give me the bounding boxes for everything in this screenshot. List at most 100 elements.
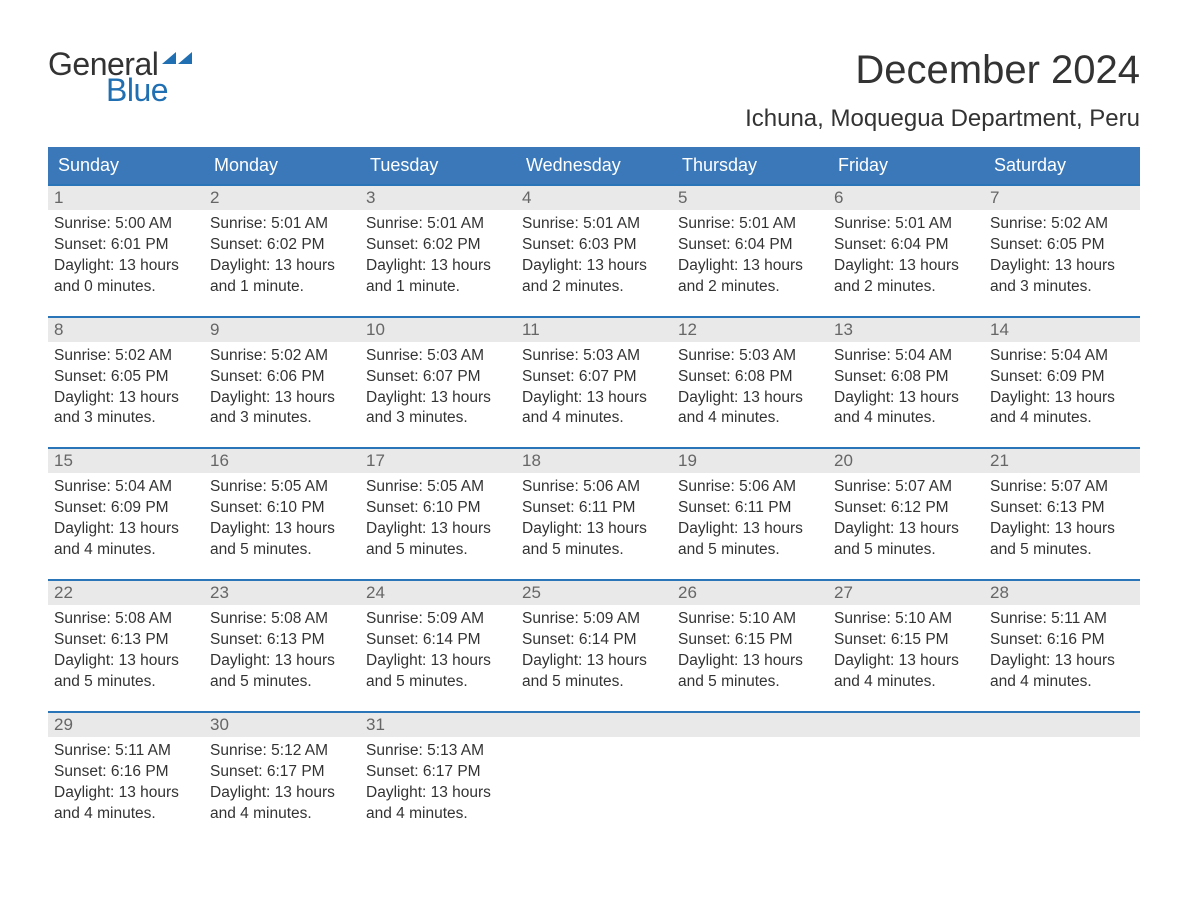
sunset-line: Sunset: 6:08 PM — [834, 367, 978, 388]
day-number: 17 — [360, 449, 516, 473]
sunset-line: Sunset: 6:11 PM — [522, 498, 666, 519]
daylight-line: Daylight: 13 hours and 4 minutes. — [54, 519, 198, 561]
sunrise-line: Sunrise: 5:08 AM — [54, 609, 198, 630]
day-details: Sunrise: 5:01 AMSunset: 6:04 PMDaylight:… — [672, 210, 828, 298]
sunset-line: Sunset: 6:15 PM — [678, 630, 822, 651]
calendar-day: 11Sunrise: 5:03 AMSunset: 6:07 PMDayligh… — [516, 318, 672, 430]
sunrise-line: Sunrise: 5:06 AM — [678, 477, 822, 498]
calendar-day: 25Sunrise: 5:09 AMSunset: 6:14 PMDayligh… — [516, 581, 672, 693]
sunset-line: Sunset: 6:14 PM — [522, 630, 666, 651]
sunrise-line: Sunrise: 5:07 AM — [990, 477, 1134, 498]
calendar-day: 30Sunrise: 5:12 AMSunset: 6:17 PMDayligh… — [204, 713, 360, 825]
sunset-line: Sunset: 6:09 PM — [54, 498, 198, 519]
day-number: 9 — [204, 318, 360, 342]
day-number: 16 — [204, 449, 360, 473]
sunrise-line: Sunrise: 5:02 AM — [54, 346, 198, 367]
day-details: Sunrise: 5:01 AMSunset: 6:04 PMDaylight:… — [828, 210, 984, 298]
day-number: 12 — [672, 318, 828, 342]
day-details: Sunrise: 5:05 AMSunset: 6:10 PMDaylight:… — [204, 473, 360, 561]
calendar-day: 21Sunrise: 5:07 AMSunset: 6:13 PMDayligh… — [984, 449, 1140, 561]
day-details: Sunrise: 5:04 AMSunset: 6:09 PMDaylight:… — [984, 342, 1140, 430]
sunrise-line: Sunrise: 5:05 AM — [366, 477, 510, 498]
day-details: Sunrise: 5:13 AMSunset: 6:17 PMDaylight:… — [360, 737, 516, 825]
day-details: Sunrise: 5:06 AMSunset: 6:11 PMDaylight:… — [672, 473, 828, 561]
sunrise-line: Sunrise: 5:04 AM — [834, 346, 978, 367]
sunset-line: Sunset: 6:07 PM — [522, 367, 666, 388]
page: General Blue December 2024 Ichuna, Moque… — [0, 0, 1188, 844]
sunrise-line: Sunrise: 5:11 AM — [990, 609, 1134, 630]
daylight-line: Daylight: 13 hours and 4 minutes. — [834, 651, 978, 693]
calendar-day: 22Sunrise: 5:08 AMSunset: 6:13 PMDayligh… — [48, 581, 204, 693]
calendar-day: 2Sunrise: 5:01 AMSunset: 6:02 PMDaylight… — [204, 186, 360, 298]
daylight-line: Daylight: 13 hours and 3 minutes. — [210, 388, 354, 430]
calendar-day: 10Sunrise: 5:03 AMSunset: 6:07 PMDayligh… — [360, 318, 516, 430]
day-details: Sunrise: 5:11 AMSunset: 6:16 PMDaylight:… — [48, 737, 204, 825]
location-subtitle: Ichuna, Moquegua Department, Peru — [745, 105, 1140, 133]
sunrise-line: Sunrise: 5:04 AM — [990, 346, 1134, 367]
day-details: Sunrise: 5:11 AMSunset: 6:16 PMDaylight:… — [984, 605, 1140, 693]
day-number: 11 — [516, 318, 672, 342]
sunset-line: Sunset: 6:10 PM — [366, 498, 510, 519]
calendar-week: 15Sunrise: 5:04 AMSunset: 6:09 PMDayligh… — [48, 447, 1140, 561]
sunrise-line: Sunrise: 5:01 AM — [210, 214, 354, 235]
calendar-day: 24Sunrise: 5:09 AMSunset: 6:14 PMDayligh… — [360, 581, 516, 693]
sunset-line: Sunset: 6:08 PM — [678, 367, 822, 388]
sunrise-line: Sunrise: 5:01 AM — [522, 214, 666, 235]
daylight-line: Daylight: 13 hours and 1 minute. — [210, 256, 354, 298]
sunset-line: Sunset: 6:13 PM — [990, 498, 1134, 519]
day-details — [672, 737, 828, 741]
daylight-line: Daylight: 13 hours and 4 minutes. — [678, 388, 822, 430]
sunrise-line: Sunrise: 5:00 AM — [54, 214, 198, 235]
daylight-line: Daylight: 13 hours and 3 minutes. — [990, 256, 1134, 298]
day-details: Sunrise: 5:05 AMSunset: 6:10 PMDaylight:… — [360, 473, 516, 561]
sunrise-line: Sunrise: 5:13 AM — [366, 741, 510, 762]
day-number: 28 — [984, 581, 1140, 605]
day-details: Sunrise: 5:09 AMSunset: 6:14 PMDaylight:… — [516, 605, 672, 693]
calendar-day: 12Sunrise: 5:03 AMSunset: 6:08 PMDayligh… — [672, 318, 828, 430]
calendar-day: 23Sunrise: 5:08 AMSunset: 6:13 PMDayligh… — [204, 581, 360, 693]
header-row: General Blue December 2024 Ichuna, Moque… — [48, 48, 1140, 133]
day-number: 2 — [204, 186, 360, 210]
day-number: 8 — [48, 318, 204, 342]
daylight-line: Daylight: 13 hours and 0 minutes. — [54, 256, 198, 298]
daylight-line: Daylight: 13 hours and 4 minutes. — [990, 388, 1134, 430]
day-details: Sunrise: 5:04 AMSunset: 6:08 PMDaylight:… — [828, 342, 984, 430]
day-details: Sunrise: 5:02 AMSunset: 6:06 PMDaylight:… — [204, 342, 360, 430]
daylight-line: Daylight: 13 hours and 5 minutes. — [834, 519, 978, 561]
calendar-header-cell: Thursday — [672, 147, 828, 184]
calendar-day — [672, 713, 828, 825]
day-number: 22 — [48, 581, 204, 605]
calendar-day: 16Sunrise: 5:05 AMSunset: 6:10 PMDayligh… — [204, 449, 360, 561]
day-number: 1 — [48, 186, 204, 210]
day-details: Sunrise: 5:08 AMSunset: 6:13 PMDaylight:… — [204, 605, 360, 693]
day-number: 4 — [516, 186, 672, 210]
calendar-week: 1Sunrise: 5:00 AMSunset: 6:01 PMDaylight… — [48, 184, 1140, 298]
calendar-day: 3Sunrise: 5:01 AMSunset: 6:02 PMDaylight… — [360, 186, 516, 298]
daylight-line: Daylight: 13 hours and 3 minutes. — [54, 388, 198, 430]
sunset-line: Sunset: 6:12 PM — [834, 498, 978, 519]
day-number: 24 — [360, 581, 516, 605]
sunset-line: Sunset: 6:14 PM — [366, 630, 510, 651]
day-details: Sunrise: 5:01 AMSunset: 6:02 PMDaylight:… — [204, 210, 360, 298]
day-details: Sunrise: 5:02 AMSunset: 6:05 PMDaylight:… — [48, 342, 204, 430]
calendar-day: 15Sunrise: 5:04 AMSunset: 6:09 PMDayligh… — [48, 449, 204, 561]
sunrise-line: Sunrise: 5:02 AM — [210, 346, 354, 367]
calendar-day: 8Sunrise: 5:02 AMSunset: 6:05 PMDaylight… — [48, 318, 204, 430]
day-details: Sunrise: 5:10 AMSunset: 6:15 PMDaylight:… — [828, 605, 984, 693]
sunrise-line: Sunrise: 5:02 AM — [990, 214, 1134, 235]
sunrise-line: Sunrise: 5:10 AM — [678, 609, 822, 630]
calendar-header-cell: Saturday — [984, 147, 1140, 184]
day-details: Sunrise: 5:07 AMSunset: 6:13 PMDaylight:… — [984, 473, 1140, 561]
day-details — [828, 737, 984, 741]
sunset-line: Sunset: 6:05 PM — [54, 367, 198, 388]
sunset-line: Sunset: 6:15 PM — [834, 630, 978, 651]
sunset-line: Sunset: 6:03 PM — [522, 235, 666, 256]
calendar-day: 20Sunrise: 5:07 AMSunset: 6:12 PMDayligh… — [828, 449, 984, 561]
day-details: Sunrise: 5:12 AMSunset: 6:17 PMDaylight:… — [204, 737, 360, 825]
daylight-line: Daylight: 13 hours and 5 minutes. — [990, 519, 1134, 561]
sunset-line: Sunset: 6:13 PM — [54, 630, 198, 651]
daylight-line: Daylight: 13 hours and 5 minutes. — [678, 651, 822, 693]
calendar-header-cell: Sunday — [48, 147, 204, 184]
calendar-week: 8Sunrise: 5:02 AMSunset: 6:05 PMDaylight… — [48, 316, 1140, 430]
daylight-line: Daylight: 13 hours and 3 minutes. — [366, 388, 510, 430]
